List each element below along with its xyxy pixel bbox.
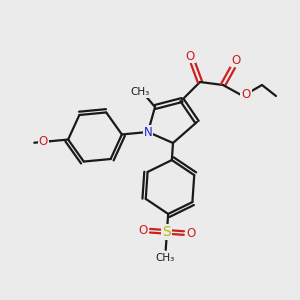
Text: O: O: [39, 135, 48, 148]
Text: O: O: [185, 50, 195, 62]
Text: CH₃: CH₃: [130, 87, 150, 97]
Text: O: O: [231, 53, 241, 67]
Text: O: O: [186, 227, 196, 240]
Text: O: O: [138, 224, 148, 237]
Text: O: O: [242, 88, 250, 100]
Text: N: N: [144, 125, 152, 139]
Text: S: S: [163, 225, 171, 239]
Text: CH₃: CH₃: [155, 253, 175, 263]
